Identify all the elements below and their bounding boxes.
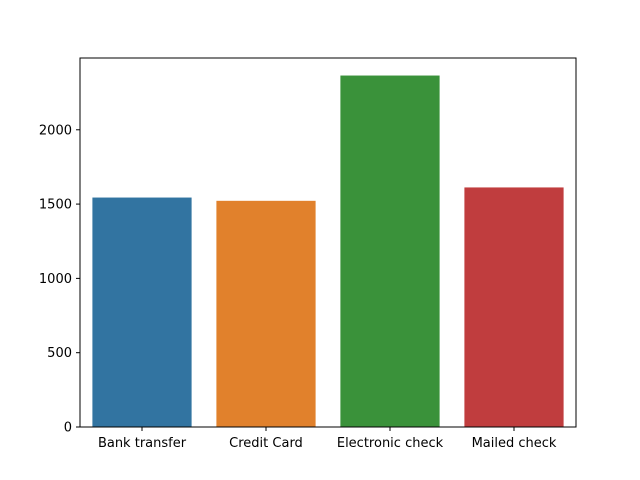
bar-electronic-check xyxy=(340,75,440,428)
x-axis: Bank transfer Credit Card Electronic check… xyxy=(98,427,557,451)
bars-group xyxy=(92,75,564,428)
x-tick-label: Electronic check xyxy=(337,436,444,451)
plot-frame xyxy=(79,57,577,428)
y-axis: 0 500 1000 1500 2000 xyxy=(39,123,80,436)
y-tick-label: 1500 xyxy=(39,198,72,213)
bar-mailed-check xyxy=(464,187,564,427)
bar-credit-card xyxy=(216,200,316,427)
y-tick-label: 500 xyxy=(47,346,72,361)
y-tick-label: 1000 xyxy=(39,272,72,287)
x-tick-label: Bank transfer xyxy=(98,436,187,451)
y-tick-label: 2000 xyxy=(39,123,72,138)
y-tick-label: 0 xyxy=(64,421,72,436)
x-tick-label: Mailed check xyxy=(472,436,557,451)
bar-bank-transfer xyxy=(92,197,192,427)
x-tick-label: Credit Card xyxy=(229,436,303,451)
